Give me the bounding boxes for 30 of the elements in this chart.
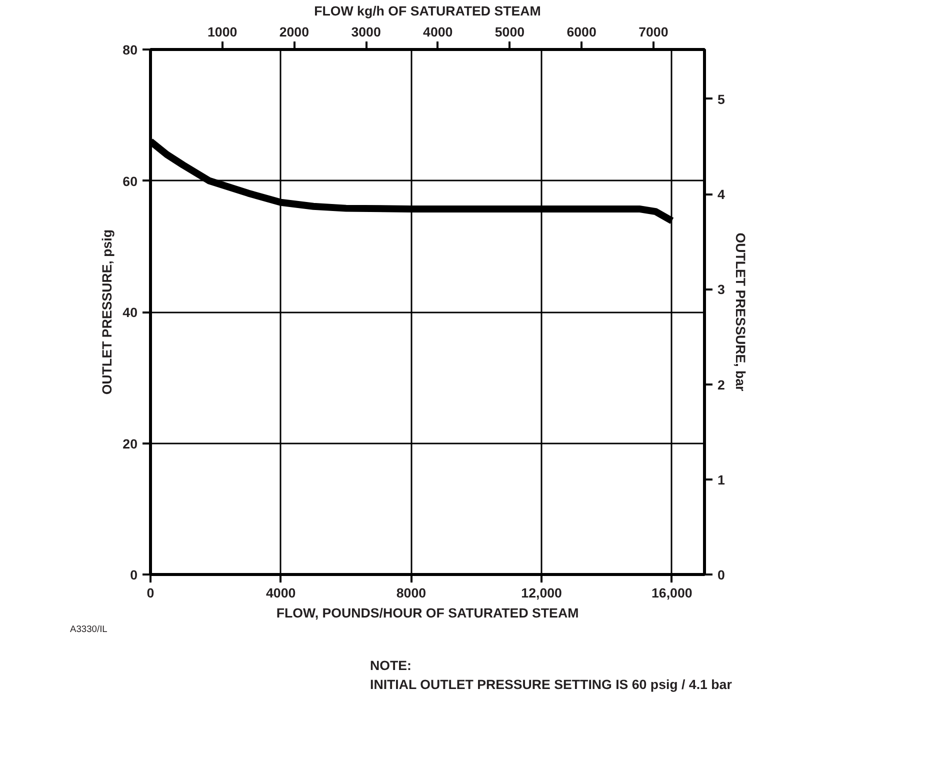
y2-tick-label: 2 — [718, 377, 725, 392]
y-tick-label: 40 — [122, 305, 138, 320]
y2-tick-label: 5 — [718, 92, 726, 107]
x2-tick-label: 5000 — [494, 24, 525, 40]
text: NOTE: — [370, 658, 412, 674]
y2-axis-title: OUTLET PRESSURE, bar — [732, 232, 748, 392]
x2-tick-label: 6000 — [566, 24, 596, 40]
x-tick-label: 4000 — [266, 586, 296, 600]
x-tick-label: 16,000 — [652, 586, 692, 600]
y2-tick-label: 1 — [718, 472, 726, 488]
y-axis-title: OUTLET PRESSURE, psig — [100, 229, 115, 395]
x2-tick-label: 1000 — [208, 24, 238, 40]
y2-tick-label: 0 — [718, 568, 725, 582]
y2-tick-label: 4 — [718, 187, 726, 202]
x2-tick-label: 7000 — [638, 24, 668, 40]
text: INITIAL OUTLET PRESSURE SETTING IS 60 psig / 4.1 bar — [370, 677, 732, 692]
x-tick-label: 12,000 — [521, 586, 562, 600]
text: A3330/IL — [70, 623, 108, 636]
x-tick-label: 0 — [146, 586, 154, 600]
y2-tick-label: 3 — [718, 282, 725, 298]
x2-tick-label: 4000 — [423, 24, 453, 40]
x2-tick-label: 3000 — [351, 24, 381, 40]
x-tick-label: 8000 — [396, 586, 426, 600]
y-tick-label: 80 — [122, 42, 138, 58]
y-tick-label: 20 — [122, 436, 138, 452]
x-axis-title: FLOW, POUNDS/HOUR OF SATURATED STEAM — [276, 606, 579, 620]
y-tick-label: 60 — [122, 174, 138, 189]
y-tick-label: 0 — [130, 568, 138, 582]
x2-tick-label: 2000 — [279, 24, 310, 40]
x2-axis-title: FLOW kg/h OF SATURATED STEAM — [314, 4, 541, 18]
